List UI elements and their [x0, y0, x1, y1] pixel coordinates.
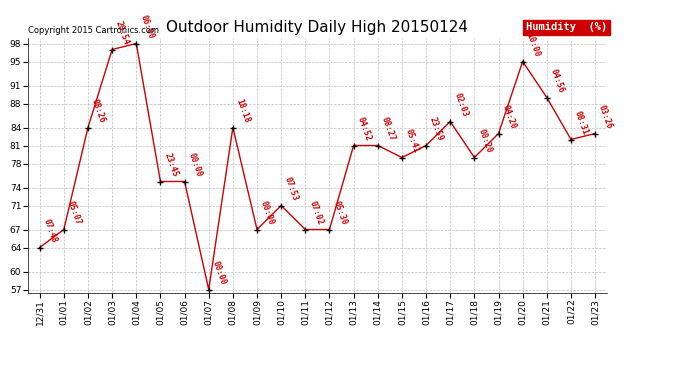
Text: 00:00: 00:00 [186, 152, 204, 178]
Text: 03:26: 03:26 [597, 104, 614, 130]
Text: 04:56: 04:56 [549, 68, 566, 94]
Text: 00:20: 00:20 [476, 128, 493, 154]
Text: Copyright 2015 Cartronics.com: Copyright 2015 Cartronics.com [28, 26, 159, 35]
Text: 20:54: 20:54 [114, 20, 131, 46]
Text: 07:53: 07:53 [283, 176, 300, 203]
Text: 10:00: 10:00 [524, 32, 542, 58]
Text: 05:30: 05:30 [331, 200, 348, 226]
Text: 04:20: 04:20 [500, 104, 518, 130]
Text: 02:03: 02:03 [452, 92, 469, 118]
Text: 00:00: 00:00 [259, 200, 276, 226]
Text: 00:00: 00:00 [210, 260, 228, 286]
Text: 08:26: 08:26 [90, 98, 107, 124]
Text: 04:52: 04:52 [355, 116, 373, 142]
Text: 05:41: 05:41 [404, 128, 421, 154]
Text: Humidity  (%): Humidity (%) [526, 22, 607, 32]
Text: 06:00: 06:00 [138, 14, 155, 40]
Text: 08:27: 08:27 [380, 116, 397, 142]
Text: 18:18: 18:18 [235, 98, 252, 124]
Title: Outdoor Humidity Daily High 20150124: Outdoor Humidity Daily High 20150124 [166, 20, 469, 35]
Text: 08:31: 08:31 [573, 110, 590, 136]
Text: 23:45: 23:45 [162, 152, 179, 178]
Text: 23:59: 23:59 [428, 116, 445, 142]
Text: 07:02: 07:02 [307, 200, 324, 226]
Text: 07:48: 07:48 [41, 218, 59, 244]
Text: 05:07: 05:07 [66, 200, 83, 226]
